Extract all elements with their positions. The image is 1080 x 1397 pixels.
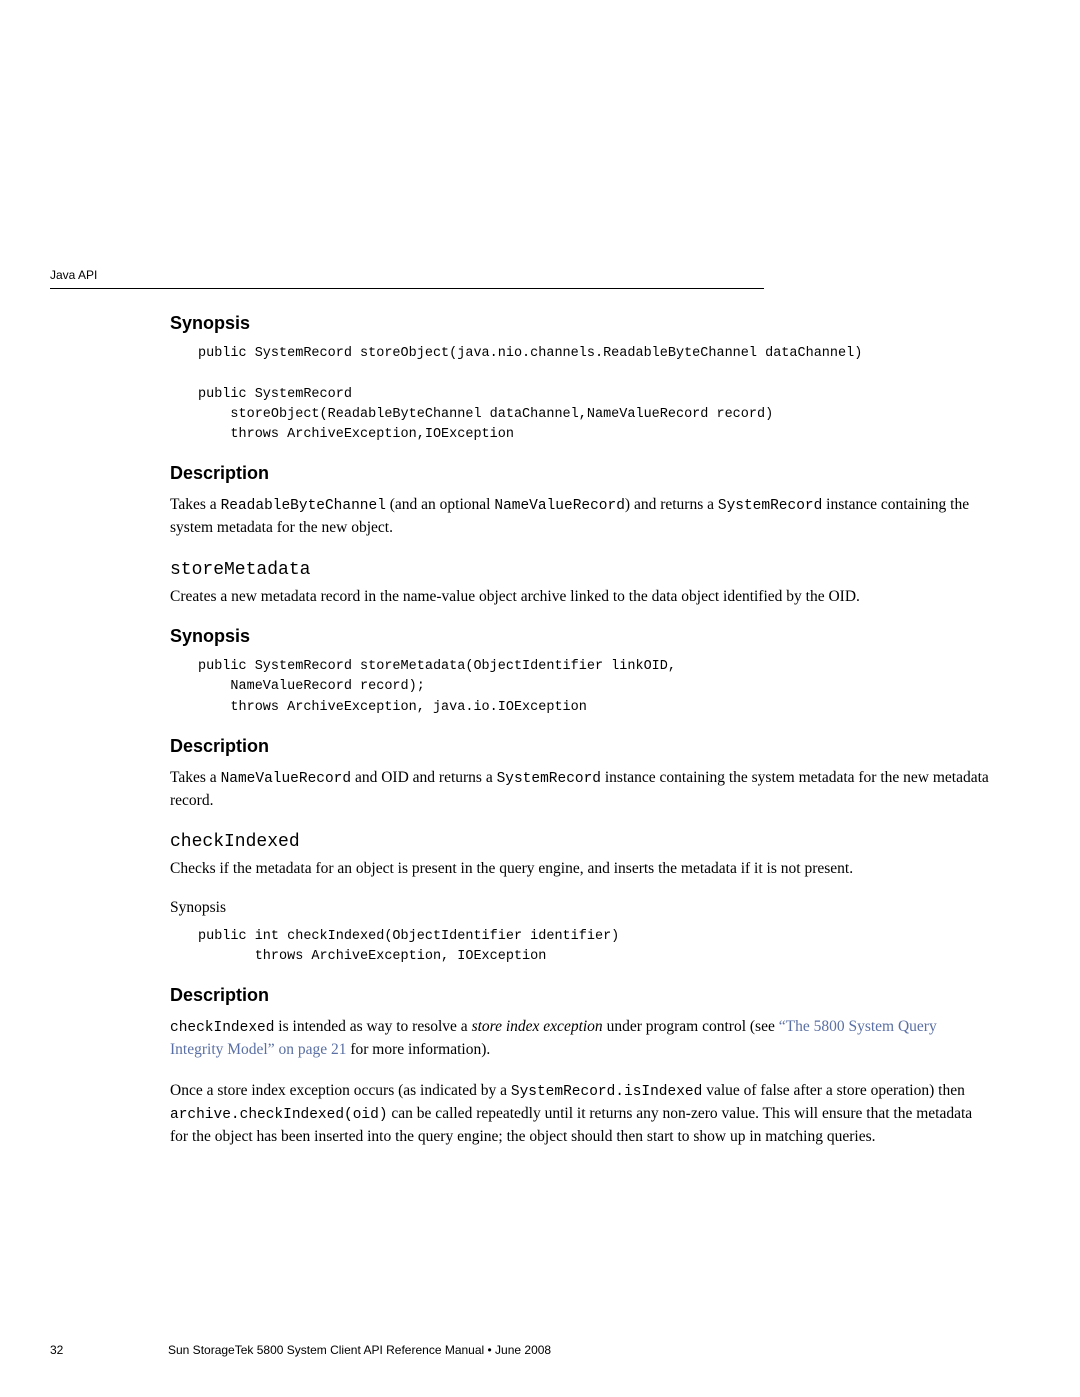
description-2-text: Takes a NameValueRecord and OID and retu…	[170, 767, 990, 812]
italic-text: store index exception	[472, 1018, 603, 1035]
checkindexed-desc: Checks if the metadata for an object is …	[170, 858, 990, 880]
text: (and an optional	[386, 496, 494, 513]
page-number: 32	[50, 1343, 168, 1357]
inline-code: NameValueRecord	[494, 498, 625, 514]
text: and OID and returns a	[351, 769, 496, 786]
inline-code: NameValueRecord	[221, 771, 352, 787]
synopsis-label-3: Synopsis	[170, 899, 990, 917]
description-3-p2: Once a store index exception occurs (as …	[170, 1080, 990, 1149]
header-rule	[50, 288, 764, 289]
inline-code: SystemRecord	[718, 498, 822, 514]
text: ) and returns a	[625, 496, 718, 513]
description-3-p1: checkIndexed is intended as way to resol…	[170, 1016, 990, 1061]
description-heading-2: Description	[170, 736, 990, 757]
text: value of false after a store operation) …	[702, 1082, 965, 1099]
method-heading-checkindexed: checkIndexed	[170, 832, 990, 852]
description-heading-1: Description	[170, 463, 990, 484]
text: Takes a	[170, 496, 221, 513]
inline-code: SystemRecord	[497, 771, 601, 787]
text: Takes a	[170, 769, 221, 786]
content-area: Synopsis public SystemRecord storeObject…	[170, 265, 990, 1148]
page-footer: 32Sun StorageTek 5800 System Client API …	[50, 1343, 990, 1357]
description-heading-3: Description	[170, 985, 990, 1006]
code-block-checkindexed: public int checkIndexed(ObjectIdentifier…	[198, 927, 990, 968]
description-1-text: Takes a ReadableByteChannel (and an opti…	[170, 494, 990, 539]
inline-code: checkIndexed	[170, 1020, 274, 1036]
inline-code: SystemRecord.isIndexed	[511, 1084, 702, 1100]
method-heading-storemetadata: storeMetadata	[170, 560, 990, 580]
code-block-storemetadata: public SystemRecord storeMetadata(Object…	[198, 657, 990, 718]
inline-code: archive.checkIndexed(oid)	[170, 1107, 388, 1123]
text: under program control (see	[603, 1018, 779, 1035]
synopsis-heading-2: Synopsis	[170, 626, 990, 647]
synopsis-heading-1: Synopsis	[170, 313, 990, 334]
storemetadata-desc: Creates a new metadata record in the nam…	[170, 586, 990, 608]
text: Once a store index exception occurs (as …	[170, 1082, 511, 1099]
page: Java API Synopsis public SystemRecord st…	[0, 0, 1080, 1397]
code-block-storeobject: public SystemRecord storeObject(java.nio…	[198, 344, 990, 445]
footer-title: Sun StorageTek 5800 System Client API Re…	[168, 1343, 551, 1357]
inline-code: ReadableByteChannel	[221, 498, 386, 514]
running-header: Java API	[50, 268, 97, 282]
text: for more information).	[346, 1041, 490, 1058]
text: is intended as way to resolve a	[274, 1018, 471, 1035]
